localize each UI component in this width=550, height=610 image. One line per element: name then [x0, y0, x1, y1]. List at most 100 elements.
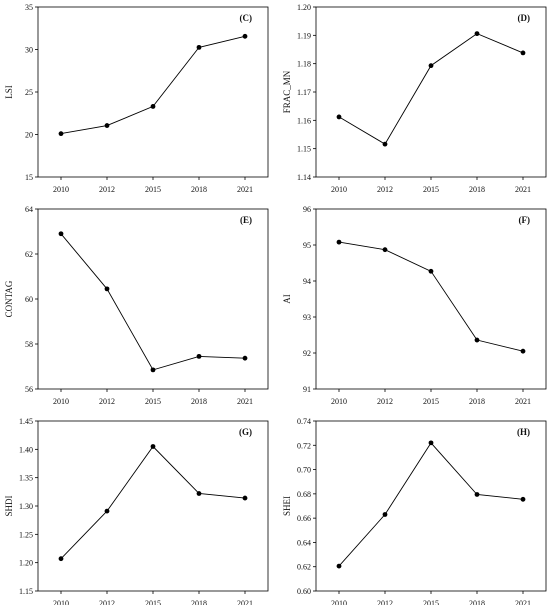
y-tick-label: 56: [25, 385, 33, 394]
y-tick-label: 0.70: [297, 466, 311, 475]
data-point: [474, 492, 480, 497]
x-tick-label: 2012: [99, 397, 115, 406]
data-point: [58, 131, 64, 137]
panel-1: 15 20 25 30 35 2010 2012 2015 2018 2021 LSI (C): [4, 3, 269, 194]
data-point: [242, 355, 248, 361]
y-tick-label: 0.74: [297, 417, 311, 426]
series-line: [60, 35, 246, 135]
x-tick-label: 2021: [237, 599, 253, 605]
x-tick-label: 2021: [237, 397, 253, 406]
y-tick-label: 94: [303, 277, 311, 286]
data-point: [336, 563, 342, 569]
x-tick-label: 2018: [191, 397, 207, 406]
data-point: [382, 141, 388, 147]
series-line: [338, 33, 524, 145]
data-point: [428, 63, 434, 69]
y-tick-label: 96: [303, 205, 311, 214]
y-tick-label: 1.20: [19, 559, 33, 568]
y-axis-label: CONTAG: [4, 280, 14, 317]
panel-label: (D): [518, 13, 531, 23]
data-point: [104, 508, 110, 514]
data-point: [520, 50, 526, 56]
data-point: [242, 495, 248, 501]
data-point: [474, 337, 480, 343]
y-tick-label: 1.40: [19, 445, 33, 454]
data-point: [382, 247, 388, 253]
y-tick-label: 62: [25, 250, 33, 259]
x-tick-label: 2021: [515, 185, 531, 194]
y-axis-label: SHEI: [282, 496, 292, 516]
data-point: [382, 512, 388, 517]
data-point: [428, 440, 434, 446]
x-tick-label: 2021: [515, 397, 531, 406]
panel-label: (C): [240, 13, 253, 23]
series-line: [338, 442, 524, 567]
y-tick-label: 1.35: [19, 474, 33, 483]
x-tick-label: 2010: [331, 397, 347, 406]
data-point: [150, 444, 156, 449]
x-tick-label: 2018: [469, 599, 485, 605]
data-point: [196, 491, 202, 496]
data-point: [520, 496, 526, 502]
y-tick-label: 60: [25, 295, 33, 304]
panel-4: 91 92 93 94 95 96 2010 2012 2015 2018 2021 AI (F): [282, 205, 547, 406]
y-tick-label: 1.15: [19, 587, 33, 596]
x-tick-label: 2018: [191, 599, 207, 605]
panel-label: (H): [517, 427, 530, 437]
y-tick-label: 1.17: [297, 88, 311, 97]
y-tick-label: 91: [303, 385, 311, 394]
x-tick-label: 2010: [53, 599, 69, 605]
y-tick-label: 20: [25, 131, 33, 140]
x-tick-label: 2012: [377, 185, 393, 194]
y-tick-label: 93: [303, 313, 311, 322]
x-tick-label: 2015: [423, 185, 439, 194]
y-tick-label: 0.68: [297, 490, 311, 499]
y-axis-label: AI: [282, 294, 292, 304]
x-tick-label: 2018: [191, 185, 207, 194]
panel-6: 0.60 0.62 0.64 0.66 0.68 0.70 0.72 0.74 2010 2012…: [282, 417, 547, 608]
panel-label: (F): [519, 215, 531, 225]
y-tick-label: 0.66: [297, 514, 311, 523]
y-tick-label: 0.60: [297, 587, 311, 596]
y-tick-label: 1.45: [19, 417, 33, 426]
panel-label: (E): [240, 215, 252, 225]
y-tick-label: 1.20: [297, 3, 311, 12]
panel-5: 1.15 1.20 1.25 1.30 1.35 1.40 1.45 2010 2012 2015…: [4, 417, 269, 608]
plot-frame: [315, 420, 547, 592]
plot-frame: [315, 208, 547, 390]
x-tick-label: 2010: [53, 397, 69, 406]
y-tick-label: 25: [25, 88, 33, 97]
panel-label: (G): [239, 427, 252, 437]
x-tick-label: 2021: [237, 185, 253, 194]
data-point: [428, 268, 434, 274]
data-point: [196, 353, 202, 359]
y-tick-label: 58: [25, 340, 33, 349]
y-tick-label: 1.15: [297, 145, 311, 154]
x-tick-label: 2018: [469, 185, 485, 194]
y-axis-label: SHDI: [4, 495, 14, 516]
data-point: [58, 231, 64, 237]
data-point: [150, 367, 156, 373]
y-tick-label: 0.72: [297, 441, 311, 450]
y-axis-label: FRAC_MN: [282, 70, 292, 113]
x-tick-label: 2012: [99, 185, 115, 194]
x-tick-label: 2018: [469, 397, 485, 406]
x-tick-label: 2012: [377, 599, 393, 605]
x-tick-label: 2012: [377, 397, 393, 406]
data-point: [336, 239, 342, 245]
series-line: [60, 233, 246, 371]
plot-frame: [315, 6, 547, 178]
panel-2: 1.14 1.15 1.16 1.17 1.18 1.19 1.20 2010 2012 2015…: [282, 3, 547, 194]
x-tick-label: 2015: [145, 599, 161, 605]
y-tick-label: 35: [25, 3, 33, 12]
data-point: [474, 31, 480, 37]
x-tick-label: 2010: [331, 185, 347, 194]
y-tick-label: 92: [303, 349, 311, 358]
x-tick-label: 2010: [53, 185, 69, 194]
x-tick-label: 2015: [145, 397, 161, 406]
x-tick-label: 2015: [423, 397, 439, 406]
panel-3: 56 58 60 62 64 2010 2012 2015 2018 2021 CONTAG (E): [4, 205, 269, 406]
y-tick-label: 1.25: [19, 530, 33, 539]
x-tick-label: 2015: [423, 599, 439, 605]
